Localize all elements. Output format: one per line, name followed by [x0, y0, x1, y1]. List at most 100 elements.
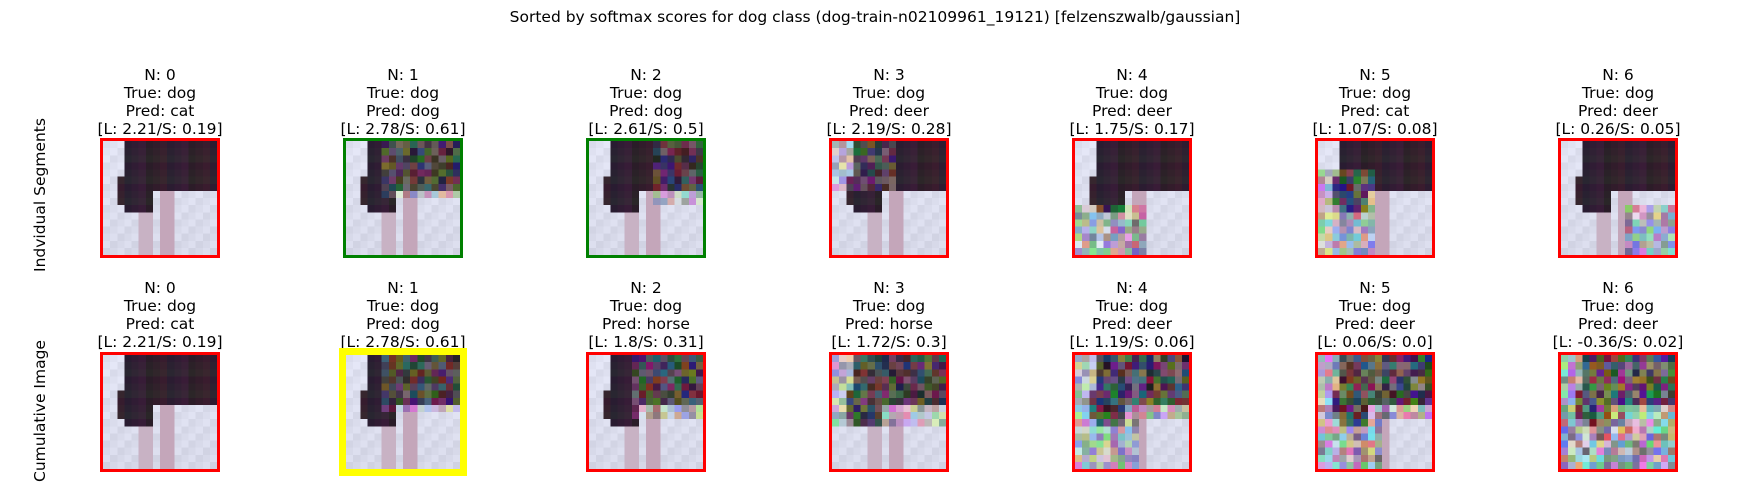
- panel-scores-label: [L: 2.21/S: 0.19]: [97, 120, 223, 138]
- panel-title: N: 1 True: dog Pred: dog [L: 2.78/S: 0.61]: [283, 279, 523, 351]
- panel-title: N: 3 True: dog Pred: horse [L: 1.72/S: 0.3]: [769, 279, 1009, 351]
- panel-true-label: True: dog: [123, 84, 197, 102]
- thumbnail-image: [589, 355, 703, 469]
- panel-title: N: 3 True: dog Pred: deer [L: 2.19/S: 0.28]: [769, 66, 1009, 138]
- panel-pred-label: Pred: dog: [366, 315, 440, 333]
- thumbnail-image: [1075, 355, 1189, 469]
- panel-index-label: N: 0: [144, 279, 176, 297]
- panel-index-label: N: 4: [1116, 66, 1148, 84]
- panel-index-label: N: 0: [144, 66, 176, 84]
- thumbnail-image: [1318, 141, 1432, 255]
- segment-thumbnail: [829, 138, 949, 258]
- thumbnail-image: [1561, 355, 1675, 469]
- panel-title: N: 4 True: dog Pred: deer [L: 1.75/S: 0.17]: [1012, 66, 1252, 138]
- thumbnail-image: [832, 141, 946, 255]
- panel-pred-label: Pred: deer: [1578, 102, 1658, 120]
- segment-thumbnail: [1558, 138, 1678, 258]
- panel-pred-label: Pred: dog: [366, 102, 440, 120]
- panel-index-label: N: 4: [1116, 279, 1148, 297]
- segment-thumbnail: [829, 352, 949, 472]
- panel-pred-label: Pred: cat: [1340, 102, 1410, 120]
- panel-scores-label: [L: 1.75/S: 0.17]: [1069, 120, 1195, 138]
- panel-pred-label: Pred: deer: [849, 102, 929, 120]
- panel-pred-label: Pred: deer: [1092, 102, 1172, 120]
- panel-index-label: N: 2: [630, 279, 662, 297]
- panel-index-label: N: 1: [387, 279, 419, 297]
- panel-true-label: True: dog: [366, 297, 440, 315]
- panel-title: N: 0 True: dog Pred: cat [L: 2.21/S: 0.19]: [40, 279, 280, 351]
- thumbnail-image: [1075, 141, 1189, 255]
- panel-index-label: N: 3: [873, 66, 905, 84]
- panel-true-label: True: dog: [1338, 297, 1412, 315]
- segment-thumbnail: [1072, 352, 1192, 472]
- panel-scores-label: [L: 1.07/S: 0.08]: [1312, 120, 1438, 138]
- panel-scores-label: [L: 2.61/S: 0.5]: [588, 120, 704, 138]
- panel-title: N: 2 True: dog Pred: dog [L: 2.61/S: 0.5]: [526, 66, 766, 138]
- panel-title: N: 4 True: dog Pred: deer [L: 1.19/S: 0.06]: [1012, 279, 1252, 351]
- panel-pred-label: Pred: dog: [609, 102, 683, 120]
- segment-thumbnail: [586, 352, 706, 472]
- panel-scores-label: [L: -0.36/S: 0.02]: [1552, 333, 1684, 351]
- segment-thumbnail: [1072, 138, 1192, 258]
- panel-title: N: 5 True: dog Pred: deer [L: 0.06/S: 0.0]: [1255, 279, 1495, 351]
- panel-scores-label: [L: 2.19/S: 0.28]: [826, 120, 952, 138]
- panel-true-label: True: dog: [1581, 297, 1655, 315]
- panel-scores-label: [L: 2.21/S: 0.19]: [97, 333, 223, 351]
- segment-thumbnail: [339, 348, 467, 476]
- panel-true-label: True: dog: [1581, 84, 1655, 102]
- thumbnail-image: [346, 355, 460, 469]
- panel-index-label: N: 2: [630, 66, 662, 84]
- panel-scores-label: [L: 1.8/S: 0.31]: [588, 333, 704, 351]
- panel-title: N: 1 True: dog Pred: dog [L: 2.78/S: 0.61]: [283, 66, 523, 138]
- figure-title: Sorted by softmax scores for dog class (…: [509, 8, 1241, 26]
- panel-true-label: True: dog: [1095, 84, 1169, 102]
- segment-thumbnail: [1315, 138, 1435, 258]
- panel-true-label: True: dog: [852, 297, 926, 315]
- panel-title: N: 6 True: dog Pred: deer [L: -0.36/S: 0.02…: [1498, 279, 1738, 351]
- panel-true-label: True: dog: [609, 84, 683, 102]
- panel-title: N: 2 True: dog Pred: horse [L: 1.8/S: 0.31]: [526, 279, 766, 351]
- thumbnail-image: [1318, 355, 1432, 469]
- panel-index-label: N: 6: [1602, 279, 1634, 297]
- panel-scores-label: [L: 1.72/S: 0.3]: [831, 333, 947, 351]
- thumbnail-image: [103, 355, 217, 469]
- panel-pred-label: Pred: deer: [1092, 315, 1172, 333]
- panel-scores-label: [L: 2.78/S: 0.61]: [340, 333, 466, 351]
- panel-index-label: N: 1: [387, 66, 419, 84]
- panel-pred-label: Pred: cat: [125, 315, 195, 333]
- thumbnail-image: [1561, 141, 1675, 255]
- segment-thumbnail: [100, 138, 220, 258]
- thumbnail-image: [832, 355, 946, 469]
- panel-true-label: True: dog: [1095, 297, 1169, 315]
- panel-scores-label: [L: 1.19/S: 0.06]: [1069, 333, 1195, 351]
- panel-scores-label: [L: 0.26/S: 0.05]: [1555, 120, 1681, 138]
- panel-true-label: True: dog: [1338, 84, 1412, 102]
- thumbnail-image: [589, 141, 703, 255]
- segment-thumbnail: [1558, 352, 1678, 472]
- segment-thumbnail: [343, 138, 463, 258]
- panel-index-label: N: 5: [1359, 66, 1391, 84]
- panel-scores-label: [L: 0.06/S: 0.0]: [1317, 333, 1433, 351]
- row-label-cumulative-image: Cumulative Image: [31, 340, 49, 482]
- panel-index-label: N: 3: [873, 279, 905, 297]
- panel-true-label: True: dog: [366, 84, 440, 102]
- panel-true-label: True: dog: [852, 84, 926, 102]
- row-label-individual-segments: Indvidual Segments: [31, 118, 49, 272]
- panel-pred-label: Pred: cat: [125, 102, 195, 120]
- thumbnail-image: [346, 141, 460, 255]
- panel-index-label: N: 5: [1359, 279, 1391, 297]
- panel-title: N: 5 True: dog Pred: cat [L: 1.07/S: 0.08]: [1255, 66, 1495, 138]
- panel-title: N: 0 True: dog Pred: cat [L: 2.21/S: 0.19]: [40, 66, 280, 138]
- segment-thumbnail: [1315, 352, 1435, 472]
- panel-pred-label: Pred: deer: [1578, 315, 1658, 333]
- panel-title: N: 6 True: dog Pred: deer [L: 0.26/S: 0.05]: [1498, 66, 1738, 138]
- panel-pred-label: Pred: horse: [602, 315, 690, 333]
- panel-index-label: N: 6: [1602, 66, 1634, 84]
- segment-thumbnail: [100, 352, 220, 472]
- panel-pred-label: Pred: horse: [845, 315, 933, 333]
- panel-scores-label: [L: 2.78/S: 0.61]: [340, 120, 466, 138]
- panel-pred-label: Pred: deer: [1335, 315, 1415, 333]
- segment-thumbnail: [586, 138, 706, 258]
- thumbnail-image: [103, 141, 217, 255]
- panel-true-label: True: dog: [123, 297, 197, 315]
